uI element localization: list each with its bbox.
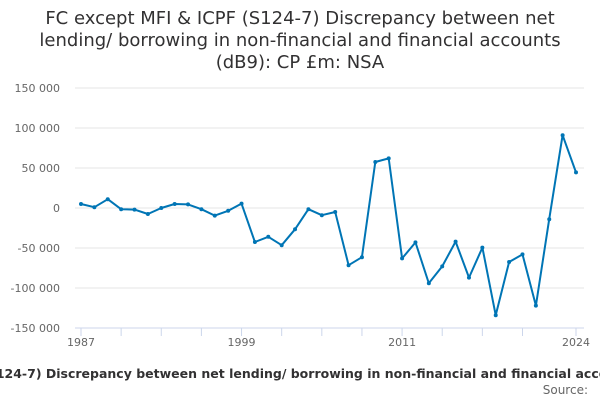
data-point[interactable]	[520, 252, 525, 257]
data-point[interactable]	[426, 281, 431, 286]
y-tick-label: -150 000	[11, 322, 60, 335]
data-point[interactable]	[279, 243, 284, 248]
gridlines	[75, 87, 584, 329]
data-point[interactable]	[79, 202, 83, 206]
data-point[interactable]	[186, 202, 191, 207]
data-point[interactable]	[159, 206, 164, 210]
chart-title-line-1: FC except MFI & ICPF (S124-7) Discrepanc…	[45, 8, 555, 29]
data-point[interactable]	[212, 213, 217, 218]
data-point[interactable]	[119, 207, 124, 212]
data-point[interactable]	[346, 263, 351, 268]
data-point[interactable]	[306, 207, 311, 212]
data-point[interactable]	[373, 160, 378, 164]
y-tick-label: 0	[53, 202, 60, 215]
data-point[interactable]	[547, 217, 552, 222]
y-axis: 150 000 100 000 50 000 0 -50 000 -100 000 -150…	[11, 82, 60, 335]
series-line[interactable]	[80, 134, 577, 317]
y-tick-label: 150 000	[15, 82, 61, 95]
data-point[interactable]	[507, 260, 512, 264]
data-point[interactable]	[359, 255, 364, 260]
data-point[interactable]	[92, 205, 97, 210]
data-point[interactable]	[440, 264, 445, 269]
legend-label: FC except MFI & ICPF (S124-7) Discrepanc…	[0, 366, 600, 381]
source-label: Source:	[542, 383, 588, 397]
data-point[interactable]	[386, 156, 391, 161]
data-point[interactable]	[453, 239, 458, 244]
chart-title-line-3: (dB9): CP £m: NSA	[215, 52, 385, 73]
data-point[interactable]	[466, 275, 471, 280]
data-point[interactable]	[239, 201, 244, 206]
data-point[interactable]	[574, 170, 578, 175]
data-series[interactable]	[79, 133, 578, 318]
data-point[interactable]	[145, 212, 150, 216]
x-tick-label: 1999	[228, 336, 256, 349]
x-tick-label: 2011	[388, 336, 416, 349]
y-tick-label: -50 000	[18, 242, 60, 255]
data-point[interactable]	[252, 240, 257, 244]
data-point[interactable]	[319, 213, 324, 218]
data-point[interactable]	[493, 313, 498, 318]
data-point[interactable]	[560, 133, 565, 138]
data-point[interactable]	[533, 303, 538, 308]
y-tick-label: 50 000	[22, 162, 61, 175]
data-point[interactable]	[172, 202, 177, 206]
data-point[interactable]	[105, 197, 110, 202]
y-tick-label: 100 000	[15, 122, 61, 135]
data-point[interactable]	[400, 256, 405, 261]
data-point[interactable]	[333, 210, 338, 214]
y-tick-label: -100 000	[11, 282, 60, 295]
chart-title: FC except MFI & ICPF (S124-7) Discrepanc…	[0, 8, 600, 74]
data-point[interactable]	[266, 234, 271, 239]
x-axis: 1987 1999 2011 2024	[67, 328, 590, 349]
data-point[interactable]	[293, 227, 298, 232]
x-tick-label: 2024	[562, 336, 590, 349]
data-point[interactable]	[413, 240, 418, 245]
x-tick-label: 1987	[67, 336, 95, 349]
data-point[interactable]	[480, 245, 485, 250]
data-point[interactable]	[226, 208, 231, 213]
chart-title-line-2: lending/ borrowing in non-financial and …	[39, 30, 561, 51]
data-point[interactable]	[132, 207, 137, 212]
data-point[interactable]	[199, 207, 204, 212]
